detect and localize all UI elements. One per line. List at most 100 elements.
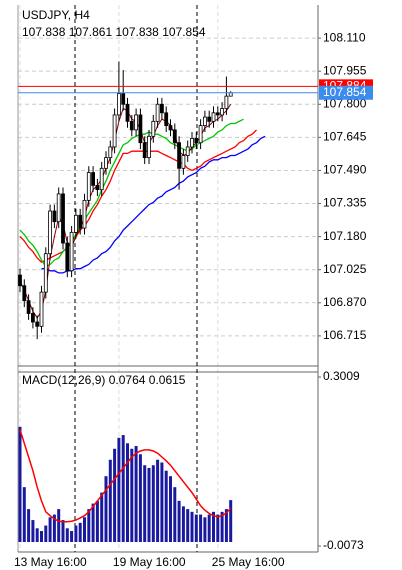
macd-bar [113, 448, 117, 542]
indicator-title: MACD(12,26,9) [22, 373, 105, 387]
macd-bar [100, 492, 104, 542]
candle-body [125, 103, 130, 122]
candle-body [69, 231, 74, 272]
candle-body [207, 116, 212, 122]
ohlc-readout: 107.838 107.861 107.838 107.854 [22, 25, 206, 39]
macd-bar [134, 446, 138, 542]
macd-bar [87, 509, 91, 542]
indicator-line [41, 135, 266, 274]
candle-body [155, 103, 160, 122]
candle-body [224, 95, 229, 109]
macd-bar [104, 476, 108, 542]
macd-bar [181, 506, 185, 542]
macd-bar [40, 531, 43, 542]
candle-body [104, 157, 108, 169]
macd-bar [229, 500, 233, 542]
candle-body [74, 214, 78, 233]
macd-bar [70, 531, 74, 542]
candle-body [198, 125, 203, 144]
candle-body [185, 146, 190, 156]
y-tick-label: 108.110 [323, 30, 366, 44]
macd-bar [35, 528, 39, 542]
candle-body [52, 210, 57, 223]
macd-bar [61, 520, 65, 542]
macd-bar [190, 511, 194, 542]
low-readout: 107.838 [115, 25, 159, 39]
macd-bar [48, 517, 52, 542]
candle-body [194, 138, 199, 144]
candle-body [190, 138, 194, 148]
high-readout: 107.861 [69, 25, 113, 39]
candle-body [39, 291, 44, 327]
candle-body [147, 135, 151, 159]
candle-body [78, 214, 83, 229]
bid-label-box [319, 85, 373, 100]
macd-bar [65, 528, 69, 542]
candle-body [138, 114, 143, 144]
y-tick-label: 107.180 [323, 229, 367, 243]
y-tick-label: 106.870 [323, 295, 367, 309]
macd-bar [224, 509, 228, 542]
macd-readout: 0.0764 [109, 373, 146, 387]
candle-body [117, 93, 121, 116]
open-readout: 107.838 [22, 25, 66, 39]
x-tick-label: 19 May 16:00 [113, 555, 186, 569]
macd-bar [95, 500, 99, 542]
macd-bar [52, 514, 56, 542]
macd-bar [44, 525, 48, 542]
macd-bar [121, 435, 125, 542]
macd-bar [27, 509, 31, 542]
y-tick-label: 107.645 [323, 130, 367, 144]
plot: 108.110 107.955 107.800 107.645 107.490 107.3… [14, 30, 373, 569]
candle-body [82, 199, 87, 229]
candle-body [61, 193, 65, 244]
macd-bar [164, 470, 168, 542]
candle-body [121, 93, 126, 105]
indicator-line [19, 104, 232, 319]
candle-body [30, 313, 35, 323]
candle-body [99, 167, 104, 191]
macd-bar [194, 514, 198, 542]
y-tick-label: 107.800 [323, 96, 367, 110]
macd-bar [91, 503, 95, 542]
macd-bar [151, 465, 155, 542]
macd-bar [186, 509, 190, 542]
macd-bar [31, 520, 35, 542]
macd-bar [216, 514, 220, 542]
candle-body [228, 92, 233, 97]
candle-body [65, 242, 70, 272]
candle-body [56, 193, 61, 223]
macd-bar [173, 487, 177, 542]
macd-bar [22, 487, 26, 542]
macd-bar [78, 522, 82, 542]
candle-body [211, 112, 216, 122]
candle-body [86, 172, 91, 201]
macd-bar [18, 426, 22, 542]
macd-bar [177, 500, 181, 542]
candle-body [22, 285, 27, 302]
macd-bar [143, 465, 147, 542]
candle-body [129, 120, 134, 131]
macd-bar [169, 476, 172, 542]
candle-body [91, 172, 95, 186]
macd-bar [117, 437, 121, 542]
bid-label: 107.854 [323, 85, 367, 99]
indicator-line [19, 118, 244, 268]
y-tick-label: -0.0073 [323, 538, 364, 552]
candle-body [151, 120, 156, 137]
macd-bar [130, 448, 134, 542]
candle-body [168, 125, 173, 131]
y-tick-label: 107.955 [323, 63, 367, 77]
candle-body [108, 146, 113, 159]
macd-bar [203, 517, 207, 542]
macd-bar [156, 459, 160, 542]
macd-bar [199, 514, 203, 542]
y-tick-label: 0.3009 [323, 369, 360, 383]
candle-body [48, 210, 52, 255]
macd-bar [160, 462, 164, 542]
x-tick-label: 13 May 16:00 [14, 555, 87, 569]
candle-body [202, 116, 207, 127]
close-readout: 107.854 [162, 25, 206, 39]
macd-bar [147, 467, 151, 542]
macd-bar [212, 511, 215, 542]
